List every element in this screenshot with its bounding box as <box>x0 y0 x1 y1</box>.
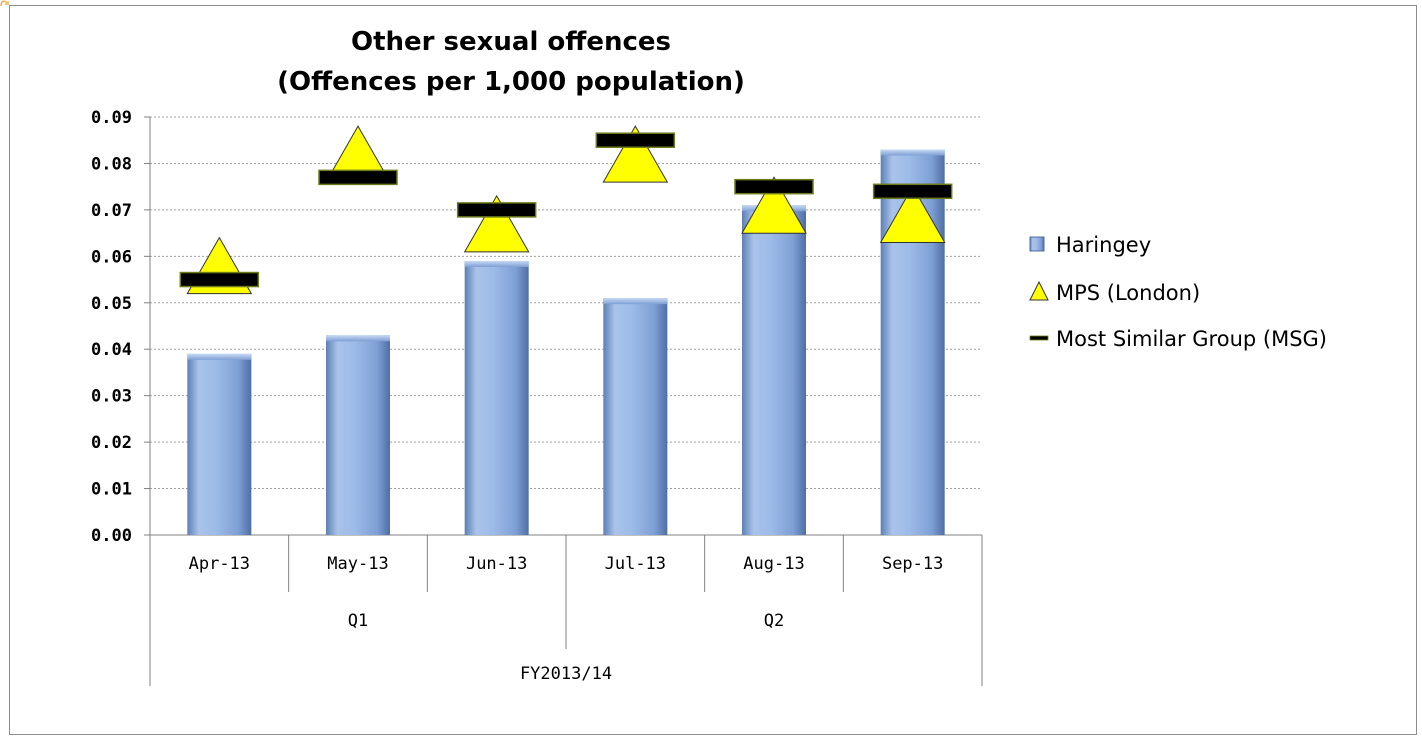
chart-title-line-2: (Offences per 1,000 population) <box>277 67 745 97</box>
y-tick-label: 0.06 <box>91 247 132 267</box>
y-tick-label: 0.02 <box>91 433 132 453</box>
legend-swatch-msg <box>1029 335 1049 341</box>
marker-mps-london <box>879 185 946 244</box>
y-tick-label: 0.01 <box>91 480 132 500</box>
marker-msg <box>734 178 814 195</box>
marker-mps-london <box>741 176 807 234</box>
y-tick-label: 0.03 <box>91 387 132 407</box>
x-supergroup-label: FY2013/14 <box>520 664 612 684</box>
bar-haringey-top <box>326 335 390 342</box>
bar-haringey <box>603 298 668 535</box>
corner-fragment <box>0 0 9 6</box>
bar-haringey-top <box>603 298 668 305</box>
y-axis-ticks: 0.00 0.01 0.02 0.03 0.04 0.05 0.06 0.07 0.08 0.09 <box>91 108 132 546</box>
bar-haringey <box>742 205 806 535</box>
gridlines <box>150 116 982 490</box>
x-category-label: Jul-13 <box>605 554 666 574</box>
bar-haringey-top <box>187 353 252 360</box>
marker-msg <box>179 271 260 288</box>
bar-haringey-top <box>464 260 529 267</box>
bar-haringey <box>464 260 529 535</box>
marker-msg <box>872 183 953 200</box>
y-tick-label: 0.00 <box>91 526 132 546</box>
legend-swatch-mps <box>1029 280 1049 301</box>
legend-label: Haringey <box>1056 233 1151 257</box>
marker-msg <box>318 169 398 186</box>
x-group-label: Q2 <box>764 611 784 631</box>
y-tick-label: 0.05 <box>91 294 132 314</box>
x-category-label: Jun-13 <box>466 554 527 574</box>
x-category-label: May-13 <box>327 554 388 574</box>
bar-haringey <box>187 353 252 535</box>
x-axis-categories: Apr-13 May-13 Jun-13 Jul-13 Aug-13 Sep-13 Q1 Q2… <box>149 535 983 686</box>
x-category-label: Aug-13 <box>743 554 804 574</box>
x-category-label: Apr-13 <box>189 554 250 574</box>
legend-label: MPS (London) <box>1056 281 1200 305</box>
markers <box>179 125 953 295</box>
y-tick-label: 0.04 <box>91 340 132 360</box>
legend: Haringey MPS (London) Most Similar Group (… <box>1029 233 1327 351</box>
chart-title-line-1: Other sexual offences <box>351 27 671 57</box>
legend-swatch-haringey <box>1029 236 1045 252</box>
chart-title: Other sexual offences (Offences per 1,00… <box>277 27 745 97</box>
bar-haringey <box>326 335 390 535</box>
marker-msg <box>595 132 676 148</box>
bar-haringey-top <box>880 149 945 156</box>
haringey-bars <box>187 149 945 535</box>
y-tick-label: 0.08 <box>91 154 132 174</box>
y-tick-label: 0.09 <box>91 108 132 128</box>
x-group-label: Q1 <box>348 611 368 631</box>
x-category-label: Sep-13 <box>882 554 943 574</box>
legend-label: Most Similar Group (MSG) <box>1056 327 1327 351</box>
y-tick-label: 0.07 <box>91 201 132 221</box>
marker-msg <box>456 202 537 218</box>
marker-mps-london <box>463 194 530 253</box>
axes <box>144 116 982 536</box>
marker-mps-london <box>602 125 669 183</box>
